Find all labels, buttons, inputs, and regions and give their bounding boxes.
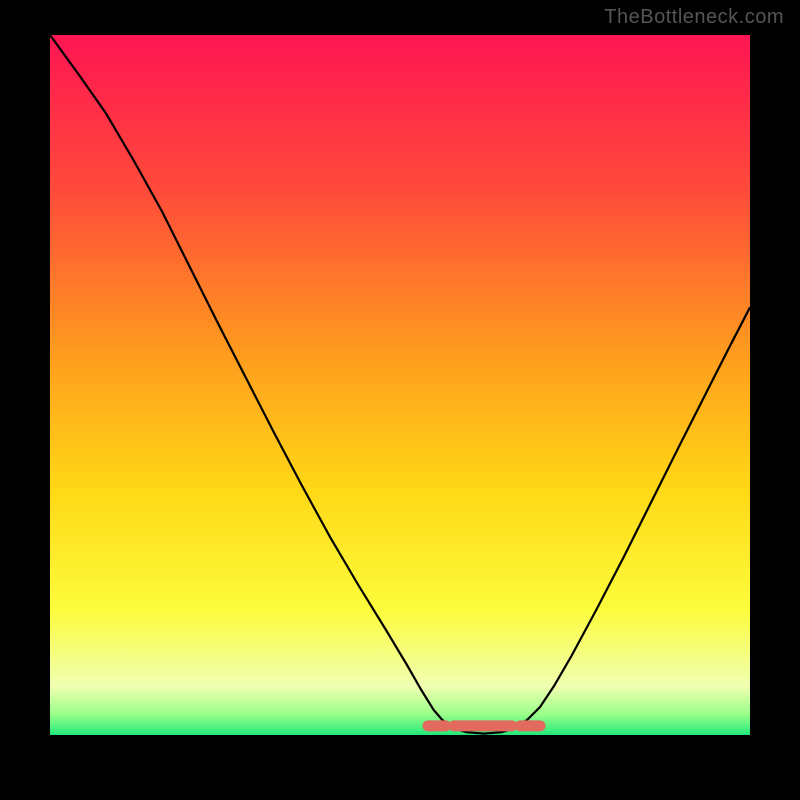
gradient-background bbox=[50, 35, 750, 735]
watermark-text: TheBottleneck.com bbox=[604, 6, 784, 29]
chart-svg bbox=[50, 35, 750, 735]
bottleneck-chart bbox=[50, 35, 750, 735]
